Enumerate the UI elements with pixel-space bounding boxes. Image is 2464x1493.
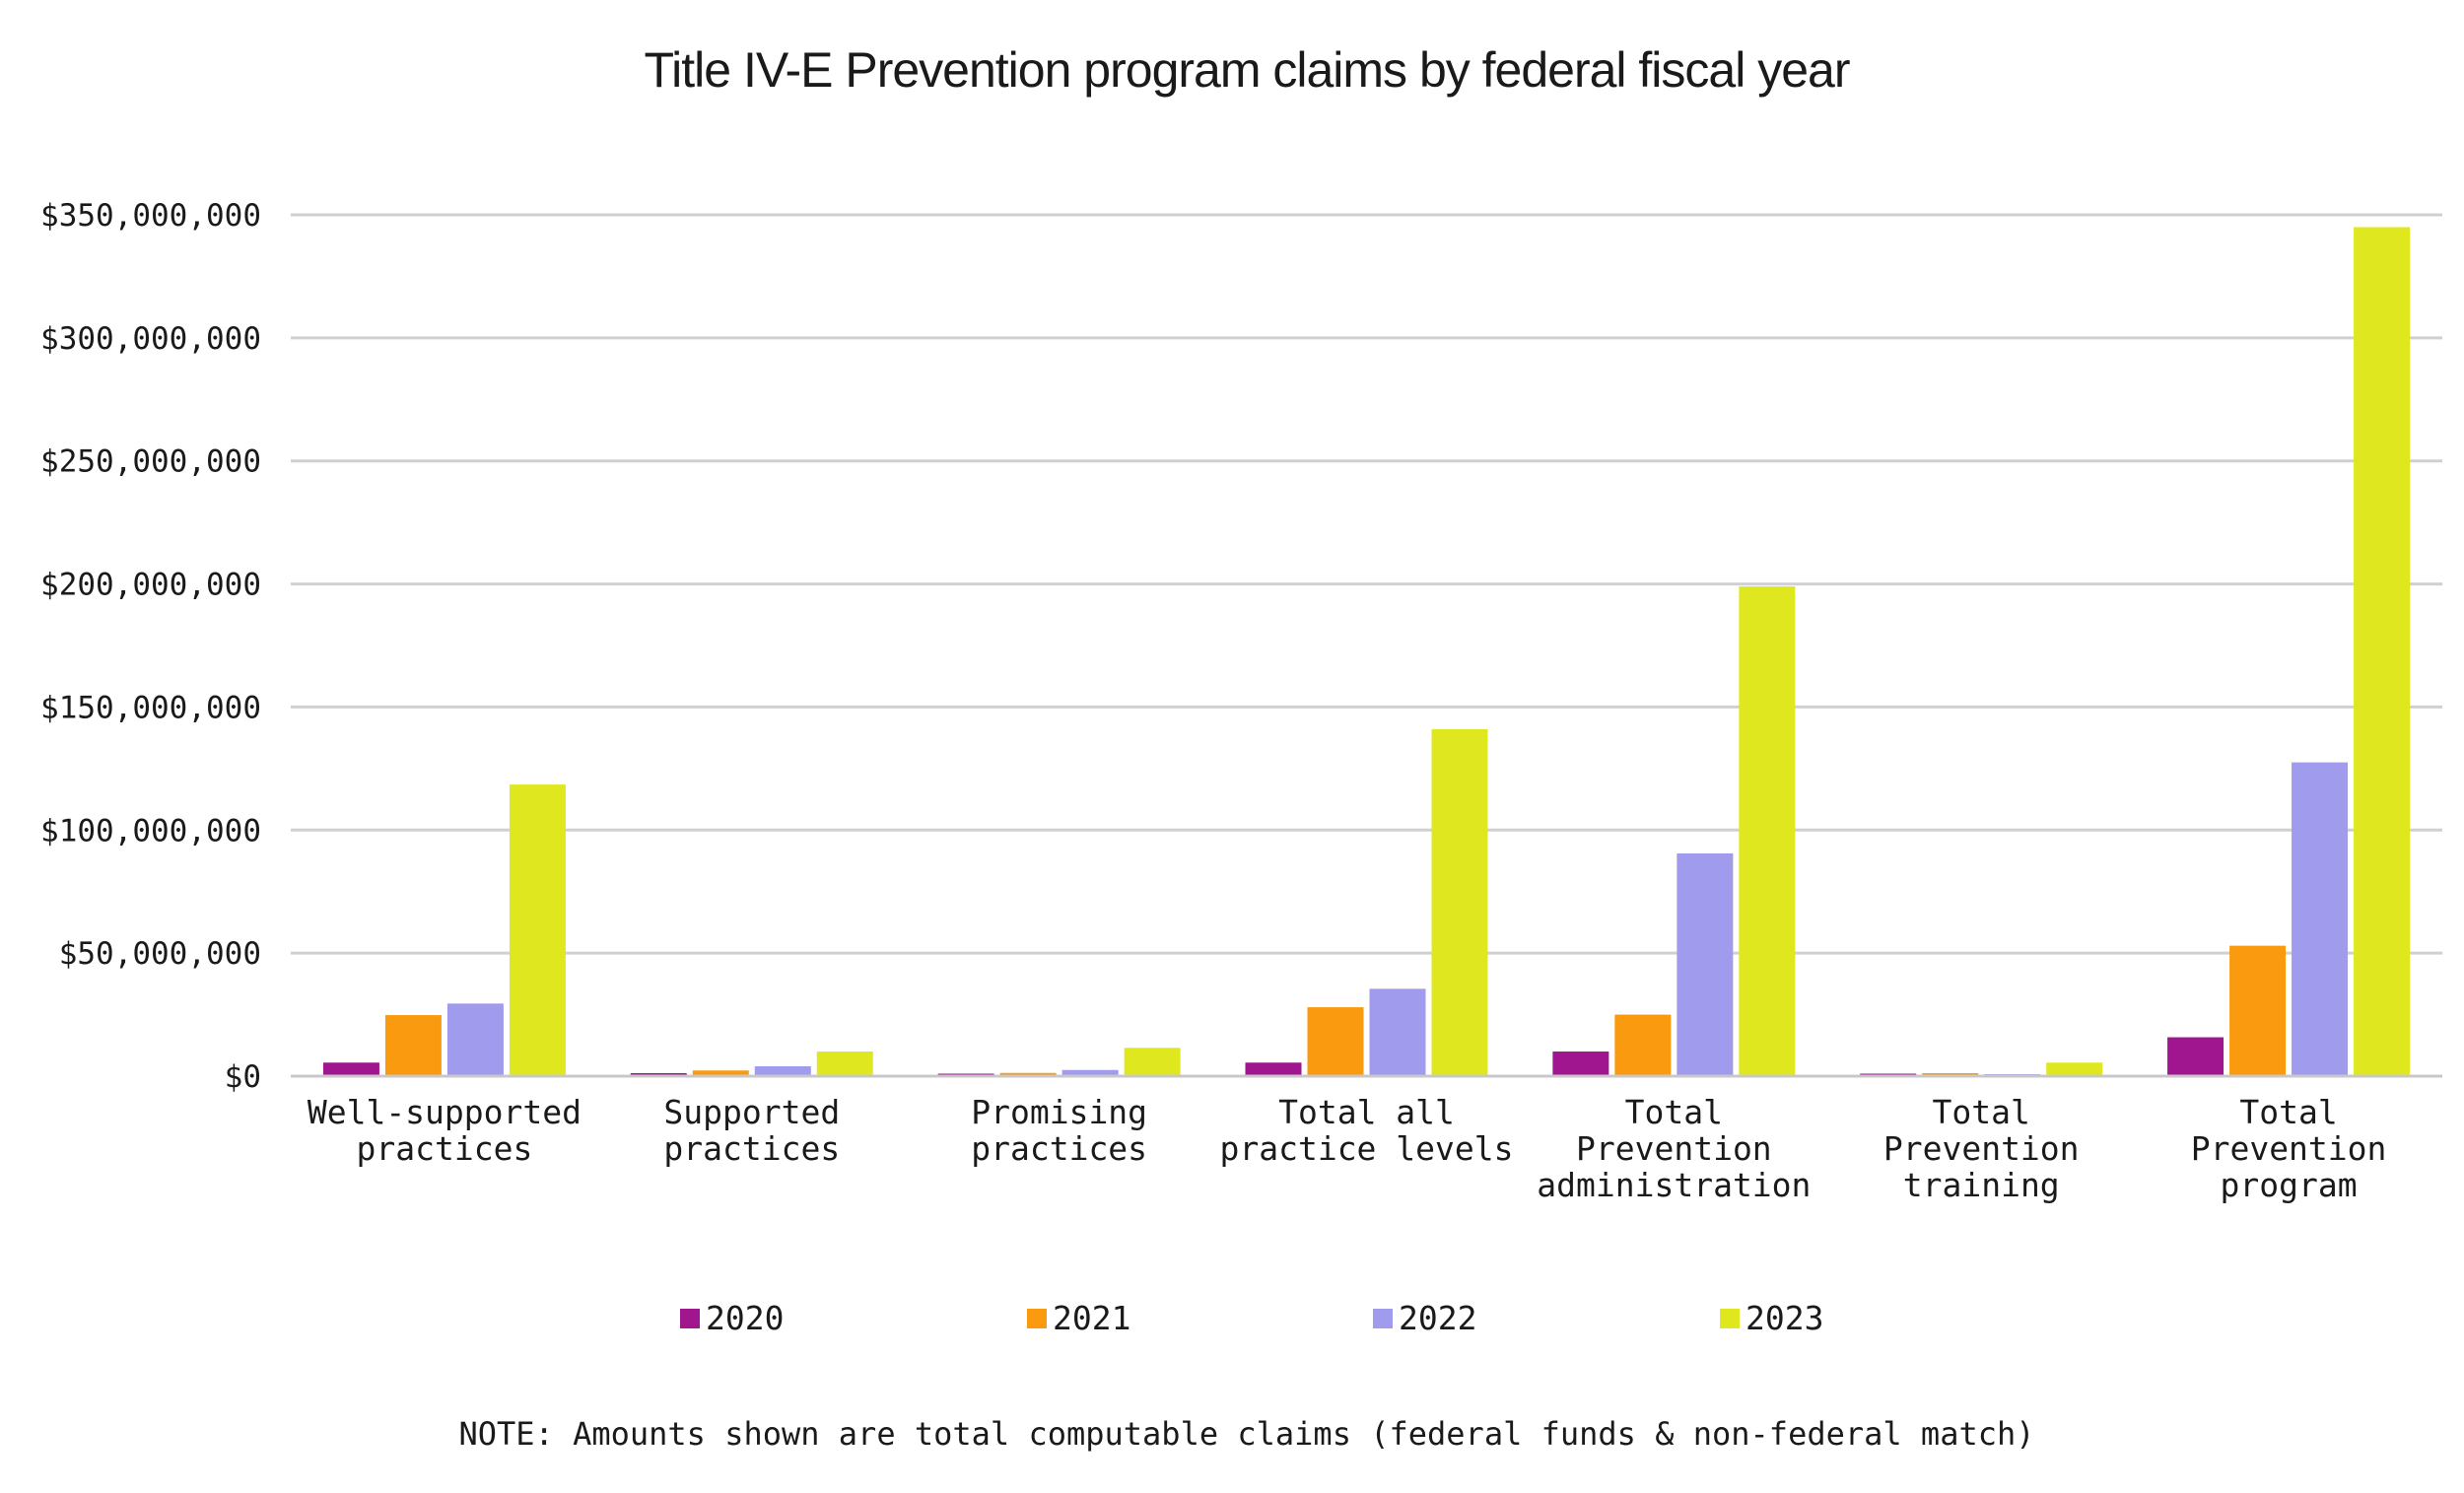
x-category-label: Promising <box>971 1093 1147 1131</box>
legend-swatch-2023 <box>1720 1309 1740 1328</box>
bar-2023-6 <box>2354 227 2411 1076</box>
x-category-label: Total <box>1625 1093 1723 1131</box>
bar-2023-4 <box>1739 586 1796 1076</box>
bar-2022-6 <box>2292 762 2349 1076</box>
bar-2022-1 <box>754 1066 811 1076</box>
legend-label-2020: 2020 <box>706 1299 784 1337</box>
x-axis-category-labels: Well-supportedpracticesSupportedpractice… <box>308 1093 2387 1204</box>
x-category-label: Prevention <box>1883 1129 2080 1168</box>
bar-2023-1 <box>816 1052 873 1076</box>
bar-2023-0 <box>509 784 566 1076</box>
legend-swatch-2022 <box>1373 1309 1393 1328</box>
bar-2022-4 <box>1677 853 1734 1076</box>
x-category-label: practices <box>357 1129 533 1168</box>
y-axis-tick-labels: $0 $50,000,000 $100,000,000 $150,000,000 $20… <box>40 198 261 1095</box>
y-tick-label: $300,000,000 <box>40 321 261 357</box>
legend-label-2022: 2022 <box>1399 1299 1476 1337</box>
y-tick-label: $250,000,000 <box>40 444 261 480</box>
bars <box>322 227 2411 1076</box>
legend-label-2023: 2023 <box>1745 1299 1823 1337</box>
x-category-label: practices <box>971 1129 1147 1168</box>
bar-2021-2 <box>999 1072 1057 1076</box>
bar-2021-6 <box>2229 945 2287 1076</box>
y-tick-label: $0 <box>225 1059 261 1095</box>
x-category-label: program <box>2221 1166 2358 1204</box>
x-category-label: practice levels <box>1219 1129 1513 1168</box>
chart-note: NOTE: Amounts shown are total computable… <box>458 1415 2034 1453</box>
y-tick-label: $350,000,000 <box>40 198 261 234</box>
bar-2020-4 <box>1552 1052 1609 1076</box>
x-category-label: Prevention <box>1576 1129 1772 1168</box>
bar-2020-6 <box>2167 1037 2224 1076</box>
bar-2022-3 <box>1369 988 1426 1076</box>
legend-swatch-2021 <box>1027 1309 1047 1328</box>
bar-2021-0 <box>384 1015 442 1076</box>
bar-2022-0 <box>446 1003 504 1076</box>
y-tick-label: $200,000,000 <box>40 568 261 603</box>
x-category-label: Total <box>2239 1093 2337 1131</box>
legend-label-2021: 2021 <box>1053 1299 1130 1337</box>
x-category-label: Well-supported <box>308 1093 582 1131</box>
x-category-label: training <box>1903 1166 2060 1204</box>
bar-2020-0 <box>322 1062 379 1076</box>
chart-title: Title IV-E Prevention program claims by … <box>645 42 1850 98</box>
bar-2021-3 <box>1307 1007 1364 1076</box>
x-category-label: Supported <box>663 1093 840 1131</box>
x-category-label: Total <box>1933 1093 2030 1131</box>
gridlines <box>291 213 2442 955</box>
x-category-label: administration <box>1537 1166 1811 1204</box>
bar-2023-2 <box>1124 1048 1181 1076</box>
bar-2020-3 <box>1245 1062 1302 1076</box>
bar-2021-1 <box>692 1070 749 1076</box>
x-category-label: Total all <box>1278 1093 1455 1131</box>
x-category-label: Prevention <box>2191 1129 2387 1168</box>
legend: 2020 2021 2022 2023 <box>680 1299 1823 1337</box>
bar-2021-4 <box>1614 1014 1672 1076</box>
bar-2023-3 <box>1431 728 1488 1076</box>
x-category-label: practices <box>663 1129 840 1168</box>
bar-2022-2 <box>1061 1069 1119 1076</box>
y-tick-label: $50,000,000 <box>59 936 261 972</box>
y-tick-label: $150,000,000 <box>40 690 261 725</box>
bar-2023-5 <box>2046 1062 2103 1076</box>
legend-swatch-2020 <box>680 1309 700 1328</box>
y-tick-label: $100,000,000 <box>40 813 261 848</box>
